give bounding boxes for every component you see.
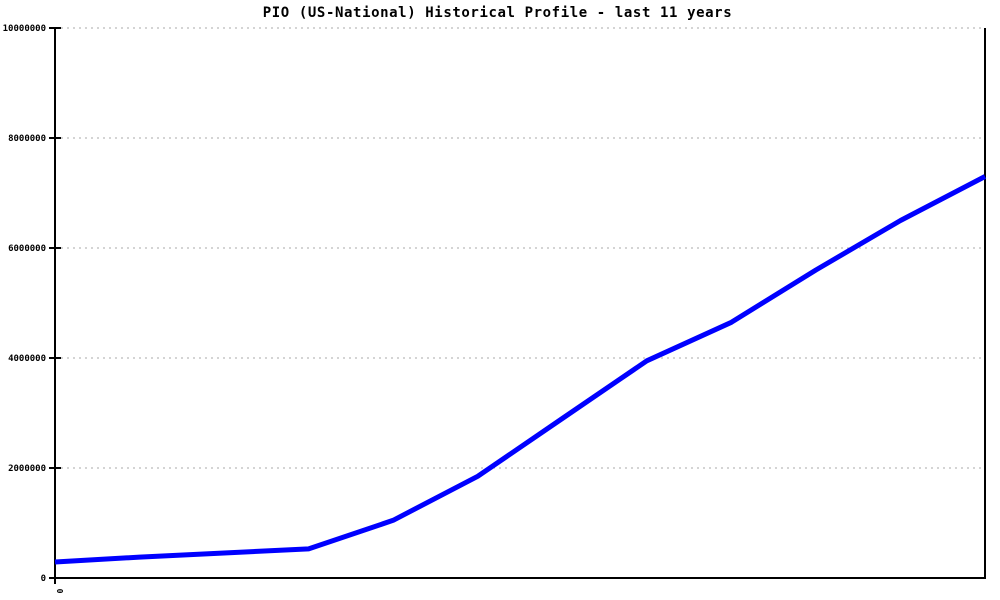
x-tick-label: 0 bbox=[55, 589, 64, 594]
y-tick-label: 2000000 bbox=[8, 464, 46, 474]
y-tick-label: 6000000 bbox=[8, 244, 46, 254]
chart-title: PIO (US-National) Historical Profile - l… bbox=[262, 5, 733, 21]
y-tick-label: 10000000 bbox=[3, 24, 46, 34]
y-tick-label: 0 bbox=[41, 574, 46, 584]
y-tick-label: 4000000 bbox=[8, 354, 46, 364]
y-tick-label: 8000000 bbox=[8, 134, 46, 144]
series-line-pio bbox=[54, 174, 987, 565]
